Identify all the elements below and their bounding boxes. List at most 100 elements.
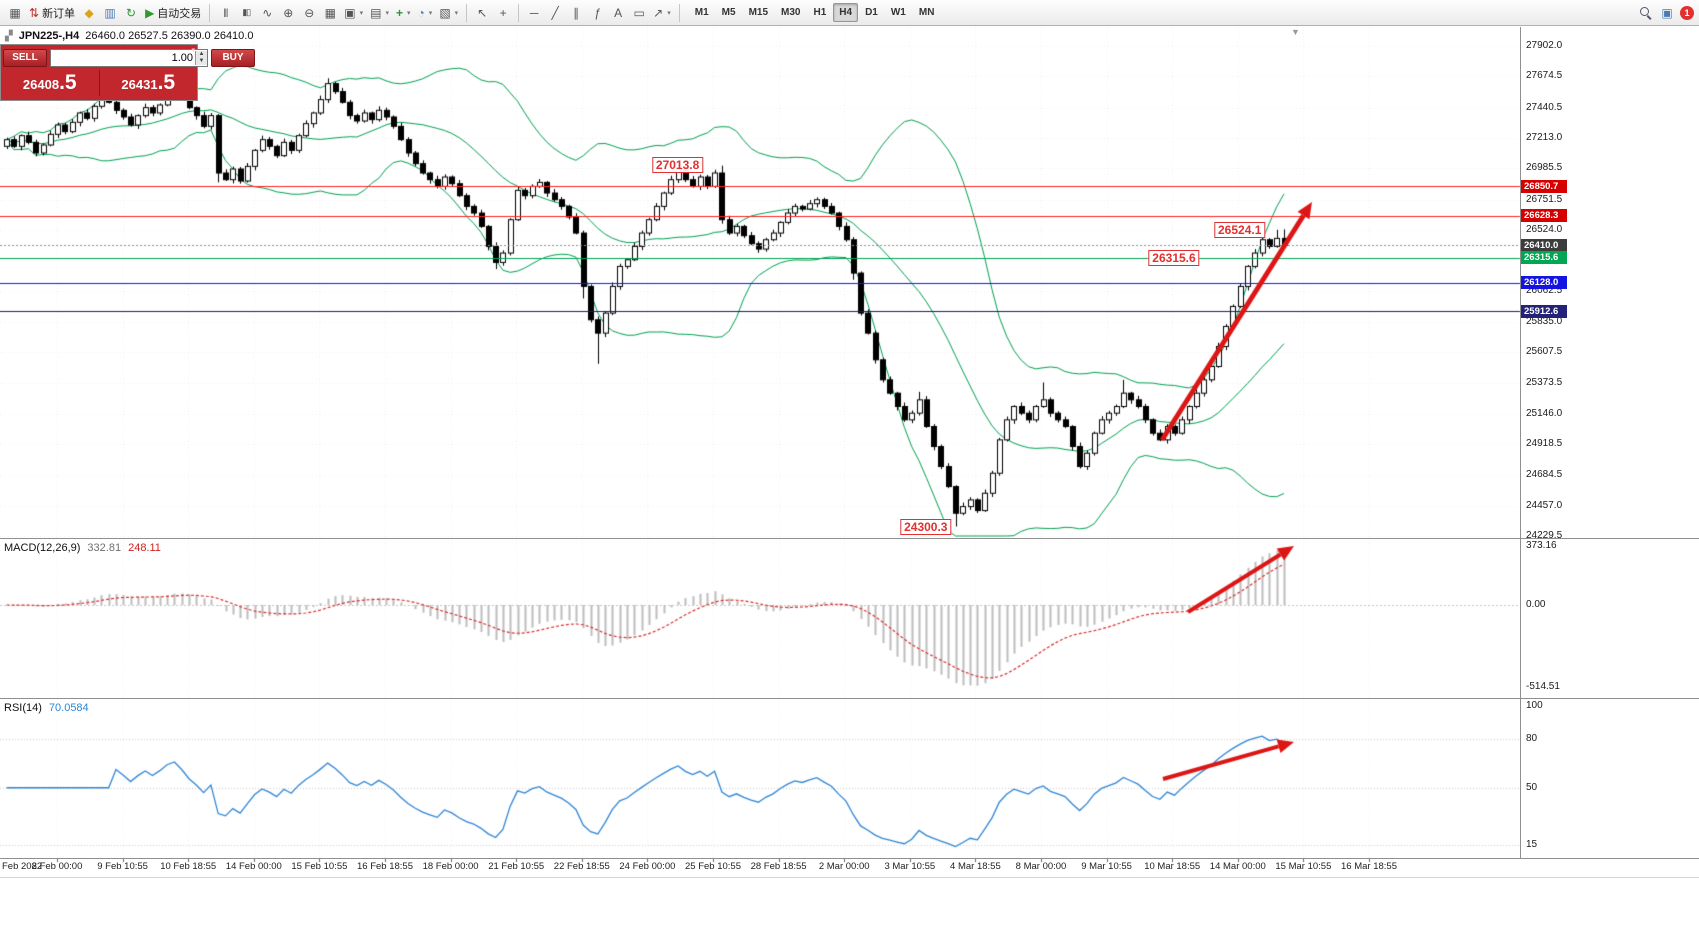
rsi-name: RSI(14) — [4, 702, 42, 714]
text-button[interactable]: A — [608, 3, 628, 23]
timeframe-m5-button[interactable]: M5 — [721, 7, 736, 18]
trade-panel-collapse-icon[interactable]: ▾ — [191, 47, 195, 54]
metaeditor-icon: ◆ — [84, 5, 94, 20]
charts-grid-icon: ▥ — [104, 5, 116, 20]
trendline-icon: ╱ — [551, 5, 559, 20]
zoom-out-button[interactable]: ⊖ — [299, 3, 319, 23]
periods-button[interactable]: ◔ ▾ — [415, 3, 436, 23]
text-label-button[interactable]: ▭ — [629, 3, 649, 23]
volume-input[interactable] — [51, 50, 195, 65]
macd-name: MACD(12,26,9) — [4, 542, 81, 554]
timeframe-d1-button[interactable]: D1 — [865, 7, 878, 18]
buy-button[interactable]: BUY — [211, 48, 255, 67]
cursor-icon: ↖ — [477, 5, 488, 20]
auto-trading-button[interactable]: ▶ 自动交易 — [142, 3, 204, 23]
expert-advisors-button[interactable]: ↻ — [121, 3, 141, 23]
toolbar-separator — [466, 3, 468, 22]
chart-symbol-icon: ▞ — [5, 30, 13, 42]
rsi-panel-divider[interactable] — [0, 698, 1699, 699]
tile-windows-button[interactable]: ▦ — [320, 3, 340, 23]
chevron-down-icon: ▾ — [407, 9, 411, 17]
equidistant-channel-icon: ∥ — [573, 5, 580, 20]
templates-button[interactable]: ▧ ▾ — [436, 3, 461, 23]
zoom-in-icon: ⊕ — [283, 5, 294, 20]
text-icon: A — [614, 5, 623, 20]
chevron-down-icon: ▾ — [428, 9, 433, 17]
timeframe-h4-button[interactable]: H4 — [833, 3, 859, 22]
auto-trading-label: 自动交易 — [157, 7, 202, 20]
chart-ohlc-readout: 26460.0 26527.5 26390.0 26410.0 — [85, 30, 254, 42]
timeframe-m1-button[interactable]: M1 — [694, 7, 709, 18]
window-bottom-edge — [0, 877, 1699, 878]
crosshair-icon: + — [499, 5, 507, 20]
toolbar-separator — [678, 3, 680, 22]
chart-shift-marker[interactable]: ▼ — [1291, 27, 1300, 37]
candlestick-chart-button[interactable]: ▮▯ — [236, 3, 256, 23]
app-icon: ▦ — [5, 3, 25, 23]
price-axis-divider — [1520, 27, 1521, 858]
cursor-button[interactable]: ↖ — [472, 3, 492, 23]
volume-decrease-button[interactable]: ▼ — [196, 57, 207, 65]
shapes-button[interactable]: ↗ ▾ — [650, 3, 674, 23]
timeframe-m15-button[interactable]: M15 — [748, 7, 769, 18]
toolbar: ▦ ⇅ 新订单 ◆ ▥ ↻ ▶ 自动交易 ||| ▮▯ ∿ ⊕ ⊖ ▦ ▣ ▾ ▤… — [0, 0, 1699, 26]
charts-grid-button[interactable]: ▥ — [100, 3, 120, 23]
macd-signal-value: 248.11 — [128, 542, 161, 554]
macd-panel-divider[interactable] — [0, 538, 1699, 539]
indicators-add-icon: + — [396, 5, 404, 20]
channel-button[interactable]: ∥ — [566, 3, 586, 23]
bar-chart-icon: ||| — [223, 7, 228, 17]
shapes-arrow-icon: ↗ — [653, 5, 664, 20]
toolbar-separator — [209, 3, 211, 22]
timeframe-w1-button[interactable]: W1 — [890, 7, 906, 18]
macd-main-value: 332.81 — [87, 542, 122, 554]
timeframe-m30-button[interactable]: M30 — [781, 7, 801, 18]
fibonacci-button[interactable]: ƒ — [587, 3, 607, 23]
indicators-button[interactable]: + ▾ — [393, 3, 414, 23]
toolbar-separator — [518, 3, 520, 22]
timeframe-mn-button[interactable]: MN — [918, 7, 935, 18]
text-label-icon: ▭ — [633, 5, 645, 20]
rsi-value: 70.0584 — [48, 702, 89, 714]
price-divider — [98, 70, 100, 96]
templates-icon: ▧ — [439, 5, 451, 20]
one-click-trading-panel: ▾ SELL ▲ ▼ BUY 26408.5 26431.5 — [0, 44, 255, 101]
line-chart-icon: ∿ — [262, 5, 273, 20]
search-icon — [1639, 6, 1653, 20]
sell-button[interactable]: SELL — [3, 48, 47, 67]
profiles-button[interactable]: ▤ ▾ — [367, 3, 392, 23]
account-icon: ▣ — [1661, 5, 1673, 20]
new-order-icon: ⇅ — [29, 5, 40, 20]
volume-stepper: ▲ ▼ — [195, 50, 207, 65]
account-button[interactable]: ▣ — [1657, 3, 1677, 23]
chevron-down-icon: ▾ — [359, 9, 364, 17]
sell-price[interactable]: 26408.5 — [22, 71, 77, 94]
auto-trading-play-icon: ▶ — [145, 5, 155, 20]
arrange-windows-icon: ▣ — [344, 5, 356, 20]
rsi-indicator-label: RSI(14) 70.0584 — [4, 702, 89, 714]
buy-price[interactable]: 26431.5 — [121, 71, 176, 94]
crosshair-button[interactable]: + — [493, 3, 513, 23]
zoom-in-button[interactable]: ⊕ — [278, 3, 298, 23]
trendline-button[interactable]: ╱ — [545, 3, 565, 23]
line-chart-button[interactable]: ∿ — [257, 3, 277, 23]
volume-control: ▲ ▼ — [50, 48, 208, 67]
profiles-icon: ▤ — [370, 5, 382, 20]
volume-increase-button[interactable]: ▲ — [196, 50, 207, 58]
new-order-label: 新订单 — [42, 7, 76, 20]
chevron-down-icon: ▾ — [454, 9, 459, 17]
bar-chart-button[interactable]: ||| — [215, 3, 235, 23]
horizontal-line-icon: ─ — [529, 5, 539, 20]
search-button[interactable] — [1636, 3, 1656, 23]
chevron-down-icon: ▾ — [385, 9, 390, 17]
arrange-windows-button[interactable]: ▣ ▾ — [341, 3, 366, 23]
new-order-button[interactable]: ⇅ 新订单 — [26, 3, 78, 23]
horizontal-line-button[interactable]: ─ — [524, 3, 544, 23]
tile-windows-icon: ▦ — [324, 5, 336, 20]
metaeditor-button[interactable]: ◆ — [79, 3, 99, 23]
timeframe-h1-button[interactable]: H1 — [813, 7, 827, 18]
fibonacci-icon: ƒ — [593, 5, 601, 20]
chart-symbol-label: JPN225-,H4 — [18, 30, 80, 42]
notifications-badge[interactable]: 1 — [1680, 5, 1694, 20]
